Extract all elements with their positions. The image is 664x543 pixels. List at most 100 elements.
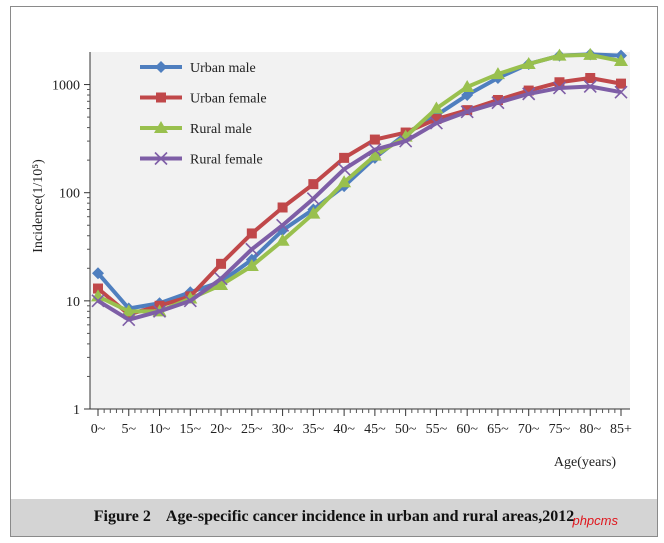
data-point (491, 96, 505, 110)
x-marker-stroke (552, 81, 567, 95)
data-point (523, 85, 534, 96)
x-tick-label: 25~ (241, 422, 263, 437)
data-point (552, 81, 567, 95)
data-point (337, 175, 352, 188)
y-tick-label: 1 (73, 403, 80, 418)
data-point (367, 148, 382, 161)
data-point (306, 192, 320, 206)
x-marker-stroke (614, 85, 628, 99)
legend-label: Urban female (190, 92, 267, 107)
data-point (337, 162, 351, 176)
plot-area (90, 52, 630, 409)
legend-item: Urban female (140, 92, 267, 107)
x-marker-stroke (91, 294, 105, 308)
data-point (121, 304, 136, 317)
legend-item: Rural female (140, 151, 263, 168)
x-tick-label: 45~ (364, 422, 386, 437)
x-axis-label: Age(years) (554, 455, 617, 470)
data-point (399, 134, 413, 148)
x-marker-stroke (154, 151, 168, 166)
data-point (585, 72, 596, 83)
data-point (216, 258, 227, 269)
data-point (554, 77, 565, 88)
x-marker-stroke (337, 162, 351, 176)
x-marker-stroke (429, 116, 443, 130)
y-tick-label: 100 (59, 187, 80, 202)
data-point (583, 47, 598, 60)
y-tick-label: 1000 (52, 79, 80, 94)
series-rural-female (91, 79, 628, 327)
data-point (552, 48, 567, 61)
x-tick-label: 15~ (180, 422, 202, 437)
data-point (122, 313, 136, 327)
x-marker-stroke (399, 134, 413, 148)
data-point (91, 294, 105, 308)
x-tick-label: 80~ (579, 422, 601, 437)
data-point (368, 143, 382, 157)
data-point (306, 206, 321, 219)
line-chart: 1 10 100 1000 0~ 5~ 10~ 15~ 20~ 25~ 30~ 35~ 40~ 45~ 50… (31, 47, 632, 470)
data-point (522, 87, 536, 101)
x-marker-stroke (522, 87, 536, 101)
x-tick-label: 55~ (426, 422, 448, 437)
series-line (96, 84, 622, 322)
data-point (154, 151, 168, 166)
x-marker-stroke (276, 218, 290, 232)
x-marker-stroke (245, 242, 259, 256)
data-point (339, 152, 350, 163)
data-point (429, 116, 443, 130)
data-point (155, 61, 167, 73)
legend-label: Rural female (190, 153, 263, 168)
data-point (245, 242, 259, 256)
x-tick-label: 75~ (549, 422, 571, 437)
x-tick-label: 10~ (149, 422, 171, 437)
x-marker-stroke (583, 79, 597, 94)
x-marker-stroke (460, 105, 474, 119)
data-point (214, 278, 229, 291)
data-point (156, 92, 166, 103)
x-marker-stroke (122, 313, 136, 327)
x-tick-label: 50~ (395, 422, 417, 437)
x-marker-stroke (491, 96, 505, 110)
data-point (246, 228, 257, 239)
x-tick-label: 5~ (121, 422, 136, 437)
legend-label: Rural male (190, 122, 252, 137)
watermark: phpcms (572, 513, 618, 528)
data-point (429, 101, 444, 114)
x-tick-label: 20~ (210, 422, 232, 437)
data-point (214, 272, 228, 286)
x-marker-stroke (368, 143, 382, 157)
data-point (460, 105, 474, 119)
data-point (490, 67, 505, 80)
data-point (614, 54, 628, 67)
y-axis-label: Incidence(1/10⁵) (31, 159, 46, 253)
x-tick-label: 70~ (518, 422, 540, 437)
data-point (152, 304, 167, 318)
data-point (583, 79, 597, 94)
data-point (521, 56, 536, 69)
data-point (275, 233, 290, 246)
x-tick-label: 60~ (456, 422, 478, 437)
x-tick-label: 35~ (303, 422, 325, 437)
x-tick-label: 40~ (333, 422, 355, 437)
y-tick-label: 10 (66, 295, 80, 310)
data-point (244, 259, 259, 272)
x-marker-stroke (214, 272, 228, 286)
data-point (614, 85, 628, 99)
legend-item: Rural male (140, 121, 252, 137)
x-tick-label: 30~ (272, 422, 294, 437)
data-point (277, 202, 288, 213)
data-point (183, 294, 197, 308)
data-point (369, 134, 380, 145)
x-marker-stroke (152, 304, 167, 318)
data-point (308, 179, 319, 190)
data-point (92, 267, 104, 280)
x-tick-label: 65~ (487, 422, 509, 437)
data-point (460, 79, 475, 92)
data-point (461, 89, 474, 102)
legend-item: Urban male (140, 61, 256, 76)
data-point (492, 94, 503, 105)
x-marker-stroke (183, 294, 197, 308)
data-point (616, 78, 626, 89)
data-point (276, 218, 290, 232)
